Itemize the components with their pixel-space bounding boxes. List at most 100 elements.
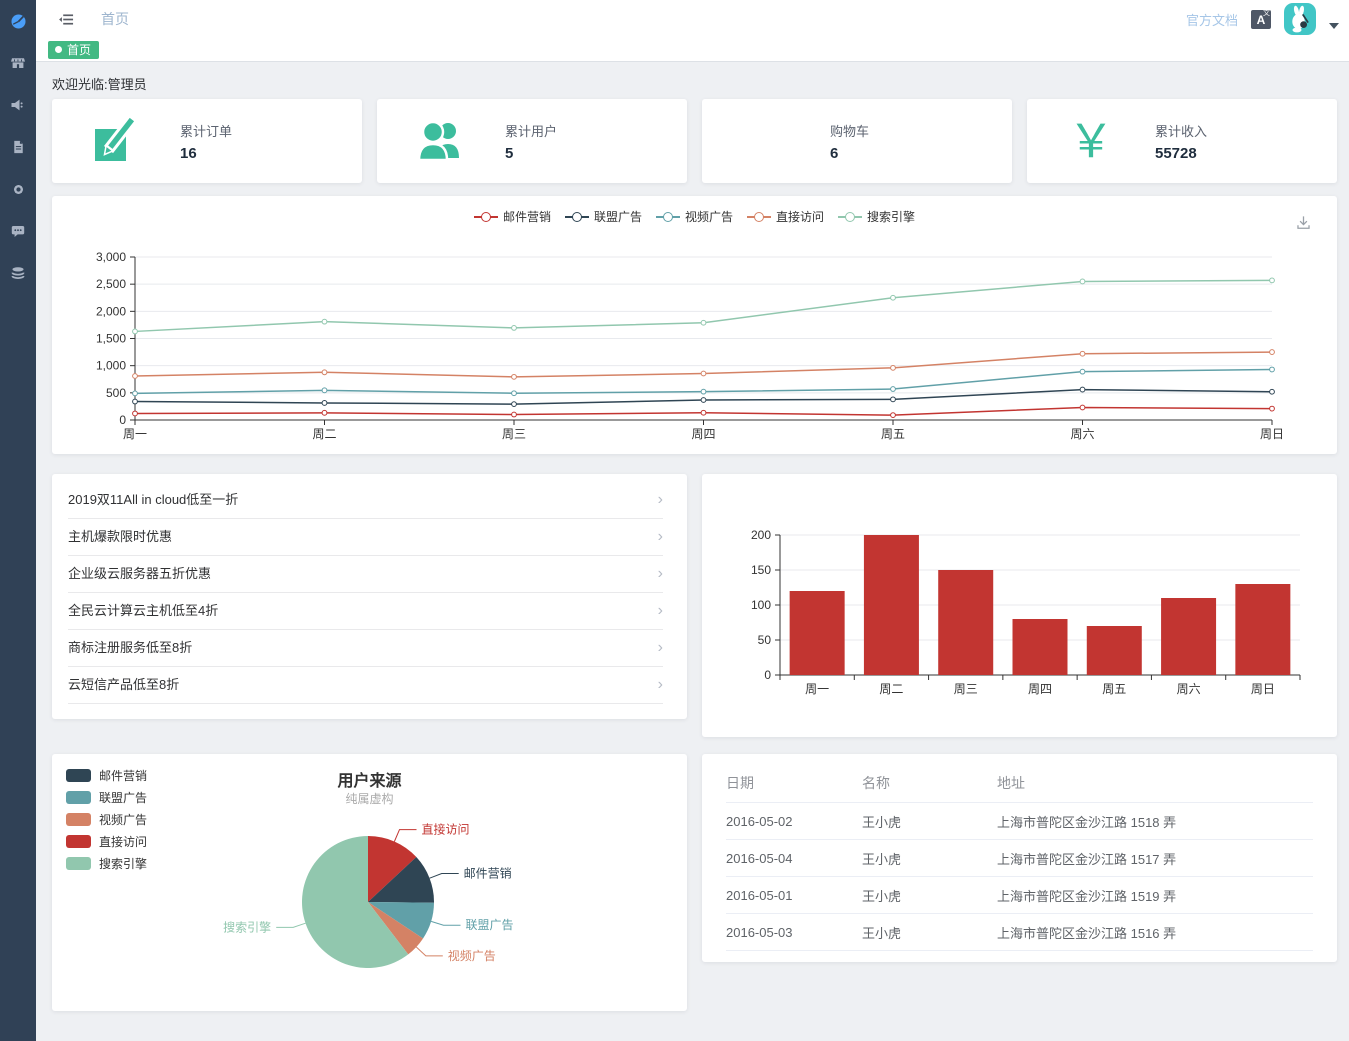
sidebar-item-settings[interactable] bbox=[0, 168, 36, 210]
rabbit-avatar-icon bbox=[1292, 5, 1309, 33]
promo-item[interactable]: 2019双11All in cloud低至一折 › bbox=[68, 482, 663, 519]
stat-label: 购物车 bbox=[830, 123, 870, 139]
legend-item[interactable]: 邮件营销 bbox=[66, 767, 147, 784]
promo-item[interactable]: 云短信产品低至8折 › bbox=[68, 667, 663, 704]
legend-swatch-icon bbox=[66, 791, 91, 804]
legend-label: 视频广告 bbox=[684, 210, 733, 224]
promo-label: 全民云计算云主机低至4折 bbox=[68, 603, 219, 618]
promo-label: 商标注册服务低至8折 bbox=[68, 640, 193, 655]
legend-label: 直接访问 bbox=[776, 210, 825, 224]
stat-card-users: 累计用户 5 bbox=[377, 99, 687, 183]
sidebar-item-announce[interactable] bbox=[0, 84, 36, 126]
legend-item[interactable]: 联盟广告 bbox=[66, 789, 147, 806]
legend-swatch-icon bbox=[66, 769, 91, 782]
collapse-sidebar-button[interactable] bbox=[58, 12, 75, 27]
table-cell: 王小虎 bbox=[862, 913, 997, 951]
legend-item[interactable]: 邮件营销 bbox=[473, 208, 551, 225]
table-cell: 王小虎 bbox=[862, 876, 997, 914]
promo-item[interactable]: 主机爆款限时优惠 › bbox=[68, 519, 663, 556]
legend-label: 搜索引擎 bbox=[99, 857, 148, 871]
legend-item[interactable]: 视频广告 bbox=[655, 208, 733, 225]
legend-item[interactable]: 搜索引擎 bbox=[838, 208, 915, 225]
orders-table-body: 2016-05-02 王小虎 上海市普陀区金沙江路 1518 弄 2016-05-04… bbox=[726, 802, 1313, 951]
save-as-image-icon[interactable] bbox=[1295, 214, 1312, 231]
orders-table: 日期 名称 地址 2016-05-02 王小虎 上海市普陀区金沙江路 1518 弄 201… bbox=[726, 763, 1313, 951]
legend-label: 联盟广告 bbox=[593, 210, 642, 224]
svg-text:周五: 周五 bbox=[881, 427, 905, 441]
sidebar-item-messages[interactable] bbox=[0, 210, 36, 252]
stat-card-cart: 购物车 6 bbox=[702, 99, 1012, 183]
line-chart[interactable]: 0 500 1,000 1,500 2,000 2,500 3,000 周一 周二 周三 周四 周五 周… bbox=[52, 196, 1337, 454]
promo-label: 云短信产品低至8折 bbox=[68, 677, 180, 692]
legend-item[interactable]: 联盟广告 bbox=[564, 208, 642, 225]
table-row: 2016-05-02 王小虎 上海市普陀区金沙江路 1518 弄 bbox=[726, 802, 1313, 840]
stat-value: 6 bbox=[830, 144, 839, 162]
route-tag-home[interactable]: 首页 bbox=[48, 40, 100, 59]
legend-line-marker-icon bbox=[747, 211, 771, 222]
sidebar-item-database[interactable] bbox=[0, 252, 36, 294]
svg-text:直接访问: 直接访问 bbox=[422, 822, 470, 837]
legend-label: 搜索引擎 bbox=[867, 210, 916, 224]
sidebar-item-dashboard[interactable] bbox=[0, 0, 36, 42]
table-header-row: 日期 名称 地址 bbox=[726, 763, 1313, 803]
legend-item[interactable]: 直接访问 bbox=[66, 833, 147, 850]
promo-item[interactable]: 全民云计算云主机低至4折 › bbox=[68, 593, 663, 630]
edit-icon bbox=[95, 116, 139, 161]
stat-value: 16 bbox=[180, 144, 197, 162]
yen-icon: ￥ bbox=[1068, 115, 1114, 167]
main-content: 欢迎光临:管理员 累计订单 16 累计用户 bbox=[36, 62, 1349, 1041]
avatar[interactable] bbox=[1284, 3, 1316, 35]
table-cell: 2016-05-04 bbox=[726, 839, 862, 877]
legend-item[interactable]: 直接访问 bbox=[747, 208, 824, 225]
svg-text:周六: 周六 bbox=[1177, 682, 1201, 696]
chevron-right-icon: › bbox=[657, 639, 663, 656]
bar-chart[interactable]: 0 50 100 150 200 周一 周二 周三 周四 周五 周六 周日 bbox=[702, 474, 1337, 737]
pie-slice bbox=[368, 836, 417, 902]
stat-value: 5 bbox=[505, 144, 514, 162]
svg-text:视频广告: 视频广告 bbox=[448, 948, 496, 963]
hamburger-icon bbox=[59, 13, 74, 25]
legend-line-marker-icon bbox=[655, 211, 680, 222]
promo-item[interactable]: 商标注册服务低至8折 › bbox=[68, 630, 663, 667]
sidebar-item-shop[interactable] bbox=[0, 42, 36, 84]
promo-label: 2019双11All in cloud低至一折 bbox=[68, 492, 239, 507]
gear-icon bbox=[13, 184, 23, 194]
shop-icon bbox=[11, 58, 25, 68]
legend-label: 邮件营销 bbox=[99, 769, 148, 783]
chevron-right-icon: › bbox=[657, 565, 663, 582]
table-row: 2016-05-03 王小虎 上海市普陀区金沙江路 1516 弄 bbox=[726, 913, 1313, 951]
legend-item[interactable]: 搜索引擎 bbox=[66, 855, 147, 872]
docs-link[interactable]: 官方文档 bbox=[1185, 12, 1238, 28]
breadcrumb[interactable]: 首页 bbox=[101, 11, 129, 27]
pie-slice bbox=[301, 836, 409, 968]
svg-text:1,500: 1,500 bbox=[96, 332, 126, 346]
svg-text:周二: 周二 bbox=[879, 682, 903, 696]
promo-label: 主机爆款限时优惠 bbox=[68, 529, 173, 544]
svg-text:2,000: 2,000 bbox=[96, 304, 126, 318]
bar bbox=[1012, 619, 1068, 675]
stat-value: 55728 bbox=[1155, 144, 1197, 162]
column-header: 地址 bbox=[997, 763, 1313, 803]
table-cell: 上海市普陀区金沙江路 1517 弄 bbox=[997, 839, 1313, 877]
orders-table-card: 日期 名称 地址 2016-05-02 王小虎 上海市普陀区金沙江路 1518 弄 201… bbox=[702, 754, 1337, 962]
line-chart-legend: 邮件营销 联盟广告 视频广告 直接访问 搜索引擎 bbox=[52, 208, 1337, 225]
chevron-right-icon: › bbox=[657, 602, 663, 619]
legend-item[interactable]: 视频广告 bbox=[66, 811, 147, 828]
chevron-right-icon: › bbox=[657, 491, 663, 508]
promo-item[interactable]: 企业级云服务器五折优惠 › bbox=[68, 556, 663, 593]
legend-swatch-icon bbox=[66, 813, 91, 826]
sidebar-item-articles[interactable] bbox=[0, 126, 36, 168]
svg-text:200: 200 bbox=[751, 528, 771, 542]
svg-text:搜索引擎: 搜索引擎 bbox=[223, 919, 271, 934]
svg-text:500: 500 bbox=[106, 386, 126, 400]
stat-label: 累计收入 bbox=[1155, 123, 1208, 139]
table-row: 2016-05-04 王小虎 上海市普陀区金沙江路 1517 弄 bbox=[726, 839, 1313, 877]
user-menu-caret-icon[interactable] bbox=[1329, 23, 1339, 29]
pie-chart-card: 用户来源 纯属虚构 邮件营销 联盟广告 视频广告 直接访问 搜索引擎 直接访问 邮件营销联… bbox=[52, 754, 687, 1011]
bar bbox=[1161, 598, 1217, 675]
svg-text:周日: 周日 bbox=[1251, 682, 1275, 696]
legend-line-marker-icon bbox=[564, 211, 589, 222]
promotions-list: 2019双11All in cloud低至一折 › 主机爆款限时优惠 › 企业级云服务器… bbox=[52, 482, 687, 704]
